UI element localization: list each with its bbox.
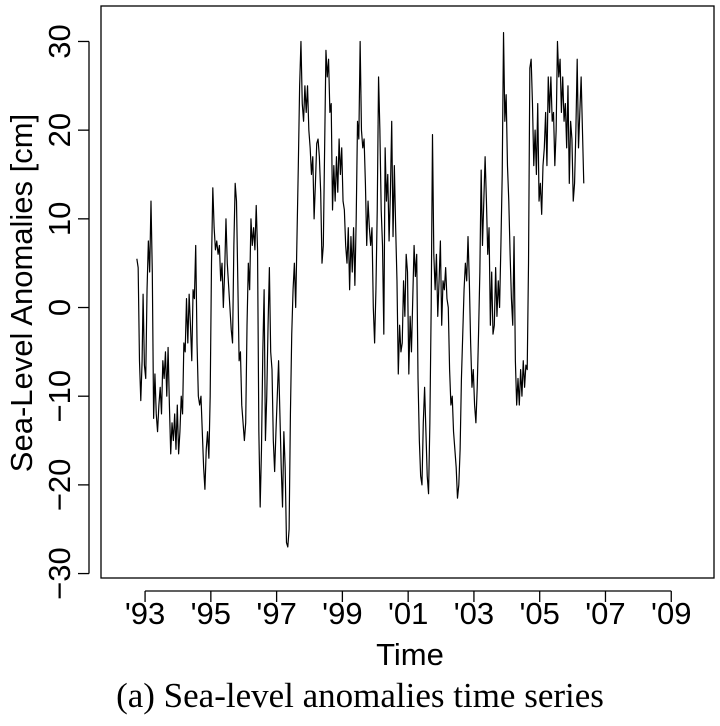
y-tick-label: 10 [42, 202, 77, 236]
plot-area: −30 −20 −10 0 10 20 30 '93 '95 '97 '99 '01 '03 '05 '07… [42, 5, 715, 631]
x-tick-label: '01 [388, 596, 428, 631]
y-tick-label: 30 [42, 24, 77, 58]
series-line [136, 32, 585, 548]
x-tick-label: '07 [585, 596, 625, 631]
plot-frame [100, 5, 715, 579]
y-tick-label: −20 [42, 459, 77, 512]
y-axis-title: Sea-Level Anomalies [cm] [4, 114, 39, 472]
x-tick-label: '97 [256, 596, 296, 631]
x-tick-label: '99 [322, 596, 362, 631]
y-tick-label: 20 [42, 113, 77, 147]
figure-caption: (a) Sea-level anomalies time series [116, 676, 604, 715]
x-tick-label: '03 [454, 596, 494, 631]
y-tick-label: 0 [42, 299, 77, 316]
x-tick-label: '95 [191, 596, 231, 631]
sea-level-chart: −30 −20 −10 0 10 20 30 '93 '95 '97 '99 '01 '03 '05 '07… [4, 5, 715, 672]
y-tick-label: −30 [42, 547, 77, 600]
x-tick-label: '05 [519, 596, 559, 631]
x-axis-title: Time [376, 637, 444, 672]
x-tick-label: '93 [125, 596, 165, 631]
x-tick-label: '09 [651, 596, 691, 631]
y-tick-label: −10 [42, 370, 77, 423]
